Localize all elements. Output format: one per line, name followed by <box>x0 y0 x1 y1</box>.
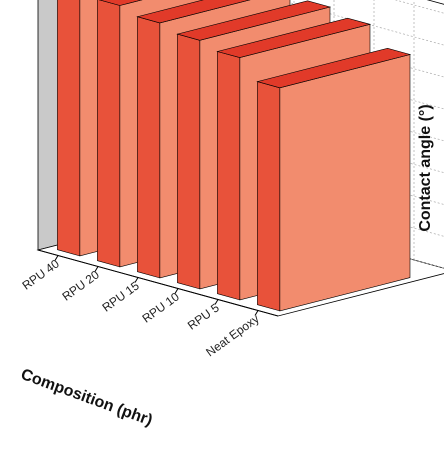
bar-top-face <box>216 17 372 58</box>
x-tick-mark <box>254 310 259 316</box>
bars <box>57 0 412 312</box>
bar-top-face <box>136 0 251 24</box>
x-tick-mark <box>214 299 219 305</box>
bar-front-face <box>97 0 121 268</box>
x-tick-mark <box>134 277 139 283</box>
x-axis-line <box>37 249 279 317</box>
bar-top-face <box>98 0 143 6</box>
bar-front-face <box>257 81 281 312</box>
bar-top-face <box>176 0 332 41</box>
x-tick-mark <box>94 266 99 272</box>
bar-top-face <box>256 47 412 89</box>
x-tick-mark <box>174 288 179 294</box>
bar-front-face <box>57 0 81 257</box>
bar-front-face <box>177 33 201 290</box>
x-tick-label: RPU 15 <box>100 278 142 314</box>
bar-side-face <box>279 54 411 312</box>
x-tick-label: RPU 20 <box>60 267 102 303</box>
y-axis-title: Contact angle (°) <box>417 104 434 231</box>
x-tick-mark <box>54 255 59 261</box>
x-tick-label: RPU 10 <box>140 289 182 325</box>
bar-front-face <box>137 16 161 279</box>
bar-front-face <box>217 51 241 301</box>
bar-neat-epoxy <box>256 47 412 312</box>
x-axis-title: Composition (phr) <box>18 366 154 429</box>
x-tick-label: RPU 5 <box>185 300 222 332</box>
x-tick-label: RPU 40 <box>20 256 62 292</box>
gridline-horizontal <box>278 0 444 46</box>
